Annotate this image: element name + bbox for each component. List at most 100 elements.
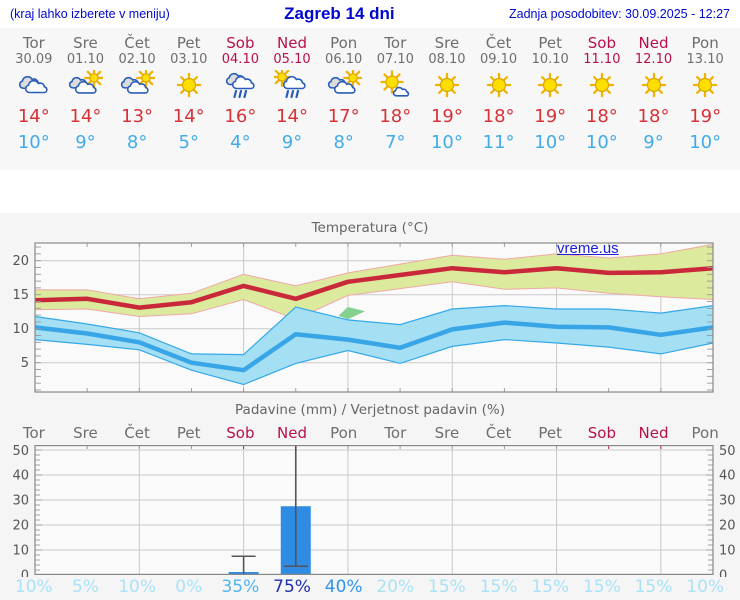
forecast-day-column: Sob 04.10 16° 4°: [215, 28, 267, 170]
low-temperature: 5°: [178, 132, 199, 153]
day-date: 12.10: [634, 52, 673, 67]
day-date: 08.10: [428, 52, 466, 67]
precip-probability-label: 75%: [273, 577, 311, 597]
precipitation-day-labels: Tor Sre Čet Pet Sob Ned Pon Tor Sre Čet Pet Sob Ned P…: [0, 421, 740, 445]
low-temperature: 10°: [17, 132, 50, 153]
partly-icon: [318, 68, 370, 102]
forecast-day-column: Sre 01.10 14° 9°: [60, 28, 112, 170]
high-temperature: 18°: [379, 106, 412, 127]
day-date: 05.10: [273, 52, 311, 67]
day-name: Ned: [277, 34, 308, 52]
day-date: 03.10: [170, 52, 208, 67]
precip-probability-label: 10%: [14, 577, 53, 597]
day-name: Pet: [538, 34, 563, 52]
precip-day-label: Pet: [176, 424, 201, 442]
svg-text:20: 20: [12, 519, 29, 534]
precip-day-label: Sob: [587, 424, 616, 442]
forecast-day-column: Ned 05.10 14° 9°: [266, 28, 318, 170]
high-temperature: 19°: [534, 106, 567, 127]
forecast-day-column: Ned 12.10 18° 9°: [628, 28, 680, 170]
svg-text:10: 10: [12, 322, 29, 337]
last-update-text: Zadnja posodobitev: 30.09.2025 - 12:27: [508, 7, 730, 21]
partly-icon: [60, 68, 112, 102]
sunny-icon: [628, 70, 680, 102]
precip-day-label: Čet: [124, 424, 150, 442]
day-name: Sre: [73, 34, 98, 52]
precip-day-label: Pon: [691, 424, 719, 442]
forecast-day-column: Pon 06.10 17° 8°: [318, 28, 370, 170]
low-temperature: 11°: [482, 132, 515, 153]
low-temperature: 8°: [333, 132, 354, 153]
svg-text:50: 50: [12, 445, 29, 459]
precip-probability-label: 0%: [175, 577, 203, 597]
low-temperature: 10°: [430, 132, 463, 153]
low-temperature: 9°: [281, 132, 303, 153]
forecast-day-column: Sre 08.10 19° 10°: [421, 28, 473, 170]
precip-day-label: Sre: [73, 424, 98, 442]
day-name: Čet: [485, 34, 512, 52]
sunny-icon: [421, 70, 473, 102]
svg-text:15: 15: [12, 288, 29, 303]
precip-probability-label: 35%: [221, 577, 260, 597]
high-temperature: 14°: [172, 106, 205, 127]
precip-probability-label: 15%: [479, 577, 518, 597]
precip-day-label: Ned: [638, 424, 669, 442]
day-name: Tor: [384, 34, 407, 52]
svg-text:0: 0: [719, 569, 727, 578]
low-temperature: 9°: [643, 132, 664, 153]
day-name: Pet: [176, 34, 201, 52]
day-name: Pon: [330, 34, 358, 52]
low-temperature: 8°: [126, 132, 148, 153]
precip-day-label: Tor: [22, 424, 45, 442]
low-temperature: 10°: [689, 132, 722, 153]
forecast-strip: Tor 30.09 14° 10° Sre 01.10 14° 9° Čet 02.10 13° 8°…: [0, 28, 740, 170]
forecast-day-column: Čet 09.10 18° 11°: [473, 28, 525, 170]
high-temperature: 19°: [430, 106, 463, 127]
temperature-chart: 5 10 15 20: [12, 242, 714, 393]
location-hint: (kraj lahko izberete v meniju): [10, 7, 170, 21]
precip-day-label: Sre: [434, 424, 460, 442]
rain-icon: [215, 70, 267, 102]
precipitation-probability-row: 10% 5% 10% 0% 35% 75% 40% 20% 15% 15% 15% 15% 15% 10%: [0, 577, 740, 599]
high-temperature: 18°: [637, 106, 670, 127]
day-date: 02.10: [118, 52, 156, 67]
svg-text:40: 40: [12, 469, 29, 484]
day-date: 06.10: [325, 52, 363, 67]
svg-text:0: 0: [21, 569, 29, 578]
day-name: Pon: [691, 34, 719, 52]
forecast-day-column: Pet 03.10 14° 5°: [163, 28, 215, 170]
day-date: 30.09: [15, 52, 53, 67]
high-temperature: 14°: [17, 106, 50, 127]
sunny-icon: [163, 70, 215, 102]
day-name: Ned: [638, 34, 669, 52]
low-temperature: 4°: [230, 132, 251, 153]
precip-probability-label: 15%: [531, 577, 570, 597]
high-temperature: 17°: [327, 106, 360, 127]
sunny-icon: [576, 70, 628, 102]
day-date: 13.10: [686, 52, 724, 67]
forecast-day-column: Pet 10.10 19° 10°: [524, 28, 576, 170]
svg-text:5: 5: [21, 356, 29, 371]
sun-rain-icon: [266, 67, 318, 102]
low-temperature: 10°: [585, 132, 618, 153]
forecast-day-column: Pon 13.10 19° 10°: [679, 28, 731, 170]
high-temperature: 16°: [224, 106, 257, 127]
low-temperature: 9°: [75, 132, 96, 153]
day-date: 10.10: [531, 52, 569, 67]
low-temperature: 10°: [534, 132, 567, 153]
day-date: 07.10: [376, 52, 414, 67]
cloudy-icon: [8, 70, 60, 102]
precip-probability-label: 15%: [634, 577, 673, 597]
svg-text:20: 20: [719, 519, 736, 534]
precip-probability-label: 20%: [376, 577, 415, 597]
high-temperature: 14°: [69, 106, 102, 127]
svg-text:30: 30: [12, 494, 29, 509]
high-temperature: 18°: [482, 106, 515, 127]
low-temperature: 7°: [385, 132, 406, 153]
precipitation-chart: 0 0 10 10 20 20 30 30 40 40 50 50: [12, 445, 736, 578]
high-temperature: 14°: [276, 106, 308, 127]
high-temperature: 18°: [585, 106, 618, 127]
precip-probability-label: 15%: [428, 577, 466, 597]
vreme-us-watermark-link[interactable]: vreme.us: [557, 240, 619, 257]
precip-day-label: Pon: [330, 424, 358, 442]
